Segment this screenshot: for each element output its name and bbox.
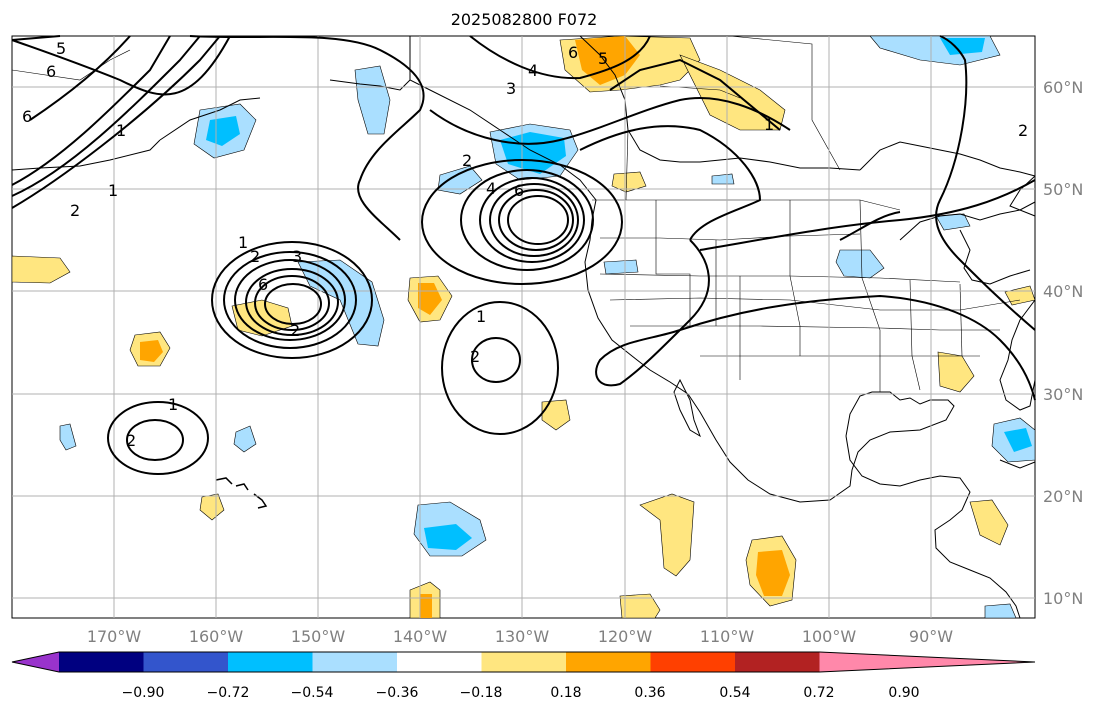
contour-label: 2 [126, 431, 136, 450]
contour-label: 1 [238, 233, 248, 252]
lon-tick-label: 130°W [495, 627, 550, 646]
contour-label: 3 [292, 247, 302, 266]
lat-tick-label: 60°N [1043, 78, 1083, 97]
contour-label: 3 [506, 79, 516, 98]
contour-label: 1 [476, 307, 486, 326]
lon-tick-label: 160°W [189, 627, 244, 646]
colorbar-tick-labels: −0.90 −0.72 −0.54 −0.36 −0.18 0.18 0.36 … [122, 685, 920, 701]
lon-tick-label: 110°W [700, 627, 755, 646]
colorbar-extend-min [12, 652, 59, 672]
coastlines [11, 35, 1036, 619]
lat-tick-label: 30°N [1043, 385, 1083, 404]
colorbar-tick-label: −0.90 [122, 685, 165, 701]
colorbar [11, 651, 1036, 673]
colorbar-bin [228, 652, 313, 672]
colorbar-bin [59, 652, 144, 672]
colorbar-outline [11, 651, 1036, 673]
contour-label: 6 [22, 107, 32, 126]
lat-tick-label: 40°N [1043, 282, 1083, 301]
contour-label: 6 [568, 43, 578, 62]
colorbar-tick-label: −0.72 [207, 685, 250, 701]
colorbar-bin [735, 652, 820, 672]
state-borders [11, 35, 1021, 392]
colorbar-tick-label: 0.72 [803, 685, 834, 701]
contour-label: 2 [470, 347, 480, 366]
contour-label: 6 [514, 181, 524, 200]
lat-tick-label: 50°N [1043, 180, 1083, 199]
colorbar-tick-label: −0.36 [376, 685, 419, 701]
lon-tick-label: 100°W [802, 627, 857, 646]
contour-label: 6 [258, 275, 268, 294]
contour-label: 1 [108, 181, 118, 200]
contour-label: 2 [70, 201, 80, 220]
contour-label: 4 [486, 179, 496, 198]
lat-tick-label: 10°N [1043, 589, 1083, 608]
contour-label: 2 [290, 321, 300, 340]
colorbar-bin [143, 652, 229, 672]
map-frame [11, 35, 1036, 619]
colorbar-bin [566, 652, 651, 672]
contour-label: 5 [598, 49, 608, 68]
contour-label: 4 [528, 61, 538, 80]
map-title: 2025082800 F072 [450, 10, 598, 29]
contour-label: 2 [462, 151, 472, 170]
colorbar-tick-label: −0.54 [291, 685, 334, 701]
colorbar-tick-label: 0.90 [888, 685, 919, 701]
contour-label: 1 [764, 115, 774, 134]
islands [215, 477, 268, 509]
contour-labels: 5 6 6 4 3 2 1 1 2 6 5 4 3 2 1 2 6 6 1 2 … [22, 39, 1028, 450]
height-contours [11, 35, 1036, 475]
lat-tick-label: 20°N [1043, 487, 1083, 506]
lon-tick-label: 150°W [291, 627, 346, 646]
colorbar-bin [397, 652, 482, 672]
colorbar-tick-label: −0.18 [460, 685, 503, 701]
lon-tick-label: 90°W [909, 627, 953, 646]
contour-label: 1 [168, 395, 178, 414]
lon-tick-label: 170°W [87, 627, 142, 646]
contour-label: 5 [56, 39, 66, 58]
colorbar-tick-label: 0.18 [550, 685, 581, 701]
lon-tick-label: 140°W [393, 627, 448, 646]
colorbar-tick-label: 0.54 [719, 685, 750, 701]
contour-label: 2 [1018, 121, 1028, 140]
colorbar-extend-max [819, 652, 1035, 672]
contour-label: 2 [250, 247, 260, 266]
contour-label: 1 [116, 121, 126, 140]
contour-label: 6 [46, 62, 56, 81]
latitude-labels: 60°N 50°N 40°N 30°N 20°N 10°N [1043, 78, 1083, 608]
colorbar-tick-label: 0.36 [634, 685, 665, 701]
colorbar-bin [650, 652, 736, 672]
lon-tick-label: 120°W [598, 627, 653, 646]
graticule [12, 36, 1035, 618]
anomaly-shading [11, 35, 1036, 619]
colorbar-bin [481, 652, 567, 672]
colorbar-bin [312, 652, 398, 672]
longitude-labels: 170°W 160°W 150°W 140°W 130°W 120°W 110°… [87, 627, 953, 646]
